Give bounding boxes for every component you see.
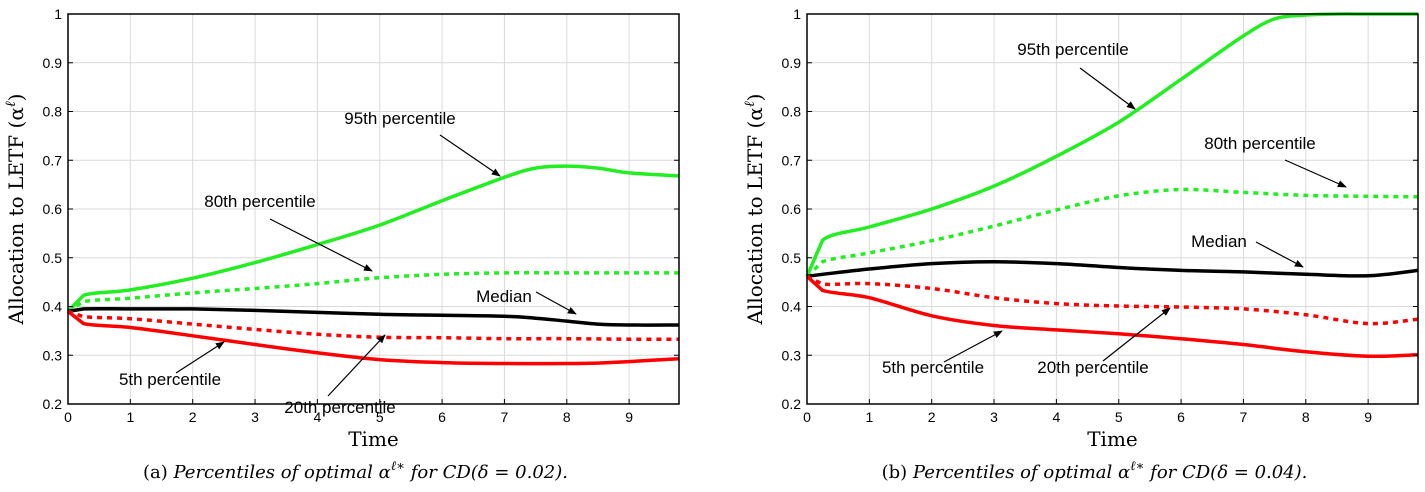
x-tick-label: 1 — [126, 409, 134, 425]
annotation-label: 20th percentile — [284, 398, 396, 417]
annotations: 95th percentile 80th percentile Median 20th… — [882, 40, 1347, 377]
annotation-label: 95th percentile — [344, 109, 456, 128]
x-tick-label: 5 — [376, 409, 384, 425]
y-axis-title: Allocation to LETF (αℓ) — [742, 94, 767, 326]
x-tick-label: 2 — [189, 409, 197, 425]
series-line-median — [67, 306, 680, 327]
x-tick-label: 2 — [928, 409, 936, 425]
y-tick-label: 0.3 — [782, 347, 802, 363]
annotation-label: 5th percentile — [119, 370, 221, 389]
x-tick-label: 3 — [990, 409, 998, 425]
series-line-5th-percentile — [66, 310, 680, 366]
annotations: 95th percentile 80th percentile Median 20th… — [119, 109, 577, 417]
y-tick-label: 0.5 — [782, 250, 802, 266]
annotation-arrow — [175, 341, 225, 374]
annotation-label: Median — [1191, 232, 1247, 251]
x-tick-label: 5 — [1115, 409, 1123, 425]
caption: (b) Percentiles of optimal αℓ∗ for CD(δ … — [882, 454, 1308, 483]
series-line-median — [806, 259, 1419, 279]
x-axis-title: Time — [348, 427, 399, 451]
annotation-arrow — [1255, 241, 1304, 268]
x-tick-label: 6 — [438, 409, 446, 425]
y-tick-label: 0.8 — [43, 104, 63, 120]
x-axis-title: Time — [1087, 427, 1138, 451]
x-tick-label: 0 — [64, 409, 72, 425]
annotation-arrow — [1284, 159, 1347, 188]
series-line-80th-percentile — [805, 187, 1419, 278]
x-tick-label: 1 — [865, 409, 873, 425]
series-lines — [805, 12, 1419, 359]
x-tick-label: 8 — [1302, 409, 1310, 425]
annotation-arrow — [943, 330, 1003, 363]
y-tick-label: 0.3 — [43, 347, 63, 363]
chart-panel-a: 0.2 0.3 0.4 0.5 0.6 0.7 0.8 0.9 1 0 1 2 3 4 5 6 7 8 9 Time… — [3, 6, 680, 483]
gridlines — [807, 13, 1418, 405]
gridlines — [68, 13, 679, 405]
y-tick-label: 0.9 — [43, 55, 63, 71]
annotation-arrow — [535, 291, 577, 315]
annotation-arrow — [327, 334, 386, 397]
y-tick-label: 1 — [793, 6, 801, 22]
y-tick-label: 0.4 — [782, 299, 802, 315]
x-tick-label: 8 — [563, 409, 571, 425]
series-line-80th-percentile — [67, 271, 679, 313]
x-tick-label: 4 — [313, 409, 321, 425]
annotation-arrow — [269, 218, 373, 272]
y-tick-label: 0.8 — [782, 104, 802, 120]
series-line-5th-percentile — [805, 275, 1419, 359]
x-tick-label: 7 — [1240, 409, 1248, 425]
y-tick-label: 0.7 — [782, 152, 802, 168]
annotation-arrow — [1102, 307, 1171, 362]
series-line-20th-percentile — [806, 274, 1419, 326]
chart-panel-b: 0.2 0.3 0.4 0.5 0.6 0.7 0.8 0.9 1 0 1 2 3 4 5 6 7 8 9 Time… — [742, 6, 1419, 483]
y-tick-label: 0.5 — [43, 250, 63, 266]
annotation-label: 20th percentile — [1037, 358, 1149, 377]
y-tick-label: 0.9 — [782, 55, 802, 71]
annotation-label: Median — [476, 287, 532, 306]
x-tick-label: 0 — [803, 409, 811, 425]
x-tick-label: 7 — [501, 409, 509, 425]
y-tick-label: 0.2 — [782, 396, 802, 412]
y-tick-label: 0.6 — [43, 201, 63, 217]
annotation-arrow — [1079, 67, 1136, 110]
x-tick-label: 3 — [251, 409, 259, 425]
y-tick-label: 0.7 — [43, 152, 63, 168]
axis-ticks: 0.2 0.3 0.4 0.5 0.6 0.7 0.8 0.9 1 0 1 2 3 4 5 6 7 8 9 — [43, 6, 679, 425]
caption: (a) Percentiles of optimal αℓ∗ for CD(δ … — [143, 454, 568, 483]
x-tick-label: 9 — [1364, 409, 1372, 425]
y-tick-label: 0.6 — [782, 201, 802, 217]
annotation-arrow — [439, 134, 501, 177]
y-tick-label: 0.4 — [43, 299, 63, 315]
axis-ticks: 0.2 0.3 0.4 0.5 0.6 0.7 0.8 0.9 1 0 1 2 3 4 5 6 7 8 9 — [782, 6, 1418, 425]
x-tick-label: 4 — [1052, 409, 1060, 425]
series-line-95th-percentile — [66, 164, 680, 313]
annotation-label: 80th percentile — [1204, 134, 1316, 153]
y-axis-title: Allocation to LETF (αℓ) — [3, 94, 28, 326]
x-tick-label: 9 — [625, 409, 633, 425]
y-tick-label: 0.2 — [43, 396, 63, 412]
series-lines — [66, 164, 680, 366]
annotation-label: 5th percentile — [882, 358, 984, 377]
y-tick-label: 1 — [54, 6, 62, 22]
x-tick-label: 6 — [1177, 409, 1185, 425]
annotation-label: 80th percentile — [204, 192, 316, 211]
annotation-label: 95th percentile — [1017, 40, 1129, 59]
series-line-20th-percentile — [67, 309, 679, 341]
